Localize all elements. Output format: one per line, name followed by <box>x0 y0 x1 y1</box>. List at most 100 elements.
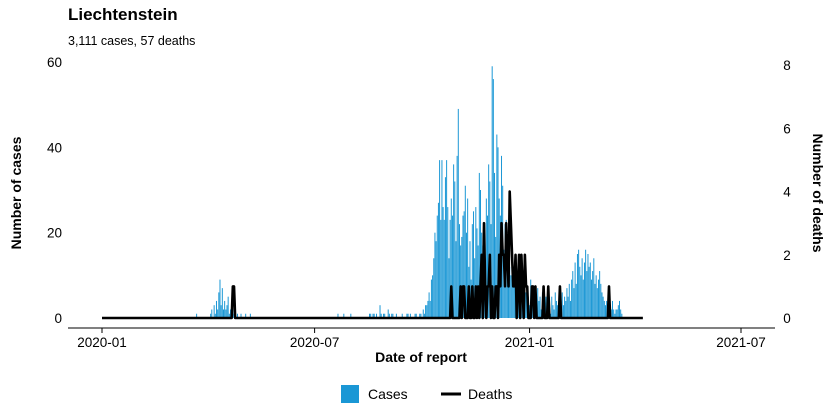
cases-bar <box>392 313 394 318</box>
cases-bar <box>451 215 453 318</box>
cases-bar <box>551 296 553 318</box>
cases-bar <box>415 313 417 318</box>
cases-bar <box>585 249 587 318</box>
cases-bar <box>494 172 496 318</box>
cases-bar <box>600 283 602 318</box>
cases-bar <box>196 313 198 318</box>
cases-bar <box>581 258 583 318</box>
cases-bar <box>213 305 215 318</box>
cases-bar <box>223 309 224 318</box>
cases-bar <box>475 207 477 318</box>
x-tick-label: 2020-07 <box>290 335 340 350</box>
cases-bar <box>564 296 566 318</box>
cases-bar <box>442 207 444 318</box>
cases-bar <box>578 249 580 318</box>
cases-bar <box>537 288 539 318</box>
cases-bar <box>603 300 605 318</box>
cases-bar <box>423 313 425 318</box>
legend-cases-label: Cases <box>368 386 408 402</box>
cases-bar <box>433 258 435 318</box>
legend-deaths-label: Deaths <box>468 386 512 402</box>
cases-bar <box>606 300 608 318</box>
cases-bar <box>383 313 385 318</box>
cases-bar <box>245 313 247 318</box>
cases-bar <box>557 305 559 318</box>
cases-bar <box>463 211 465 318</box>
cases-bar <box>221 288 223 318</box>
cases-bar <box>571 279 573 318</box>
cases-bar <box>215 300 217 318</box>
y2-tick-label: 6 <box>783 121 791 136</box>
cases-bar <box>617 305 619 318</box>
cases-bar <box>379 305 381 318</box>
cases-bar <box>456 155 458 318</box>
cases-bar <box>619 300 620 318</box>
cases-bar <box>492 79 494 318</box>
cases-bar <box>575 283 577 318</box>
cases-bar <box>601 292 603 318</box>
cases-bar <box>620 309 622 318</box>
legend: Cases Deaths <box>341 385 512 403</box>
cases-bar <box>429 300 431 318</box>
cases-bar <box>432 275 434 318</box>
cases-bar <box>446 160 448 318</box>
cases-bar <box>230 309 231 318</box>
cases-bar <box>587 254 589 318</box>
cases-bar <box>387 309 389 318</box>
cases-bar <box>511 258 513 318</box>
legend-cases-swatch <box>341 385 359 403</box>
cases-bar <box>554 292 556 318</box>
cases-bar <box>583 262 585 318</box>
cases-bar <box>237 313 238 318</box>
cases-bar <box>561 292 563 318</box>
cases-bar <box>447 207 449 318</box>
cases-bar <box>350 313 352 318</box>
cases-bar <box>455 241 457 318</box>
cases-bar <box>580 275 582 318</box>
cases-bar <box>461 236 463 318</box>
cases-bar <box>225 309 227 318</box>
cases-bar <box>444 177 446 318</box>
cases-bar <box>477 245 479 318</box>
cases-bar <box>604 305 606 318</box>
cases-bar <box>391 313 393 318</box>
cases-bar <box>449 219 451 318</box>
cases-bar <box>467 198 469 318</box>
cases-bar <box>380 313 382 318</box>
cases-bar <box>406 313 408 318</box>
cases-bar <box>471 224 473 318</box>
cases-bar <box>588 266 590 318</box>
cases-bar <box>553 309 555 318</box>
y-tick-label: 40 <box>47 140 62 155</box>
cases-bar <box>369 313 371 318</box>
cases-bar <box>540 309 542 318</box>
cases-bar <box>464 185 466 318</box>
cases-bar <box>595 275 597 318</box>
cases-bar <box>435 241 437 318</box>
cases-bar <box>610 309 612 318</box>
cases-bar <box>589 262 591 318</box>
cases-bar <box>388 313 390 318</box>
cases-bar <box>217 309 219 318</box>
cases-bar <box>407 313 409 318</box>
cases-bar <box>454 181 456 318</box>
cases-bar <box>414 313 416 318</box>
cases-bar <box>485 198 487 318</box>
x-tick-label: 2020-01 <box>77 335 127 350</box>
cases-bar <box>343 313 345 318</box>
cases-bar <box>478 172 480 318</box>
y2-tick-label: 0 <box>783 311 791 326</box>
cases-bar <box>509 266 511 318</box>
cases-bar <box>434 232 436 318</box>
cases-bar <box>567 296 569 318</box>
cases-bar <box>426 305 428 318</box>
cases-bar <box>597 279 599 318</box>
cases-bar <box>569 300 571 318</box>
deaths-layer <box>101 190 644 320</box>
cases-bar <box>460 245 462 318</box>
cases-bar <box>576 254 578 318</box>
cases-bar <box>574 262 576 318</box>
y-tick-label: 0 <box>54 311 62 326</box>
